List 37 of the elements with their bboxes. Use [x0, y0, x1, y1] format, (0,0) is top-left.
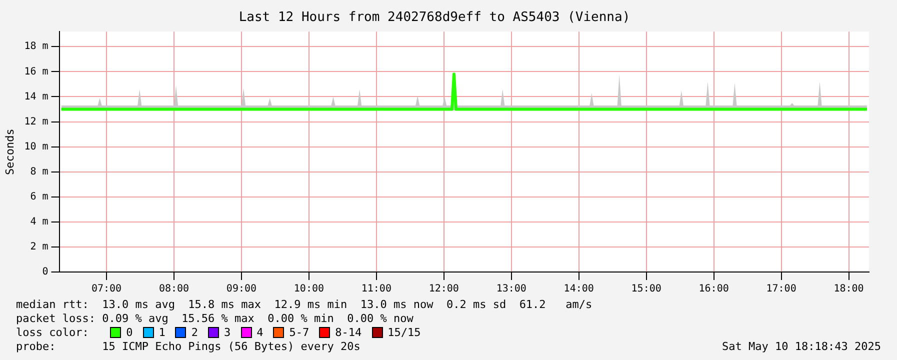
x-tick-label: 12:00	[428, 284, 459, 295]
y-tick-label: 2 m	[30, 242, 48, 253]
legend-label: 15/15	[388, 326, 421, 339]
x-tick-label: 13:00	[496, 284, 526, 295]
legend-label: 8-14	[335, 326, 362, 339]
x-tick-label: 07:00	[91, 284, 122, 295]
x-tick-label: 17:00	[766, 284, 796, 295]
y-tick-label: 6 m	[30, 191, 48, 202]
y-tick-label: 12 m	[24, 116, 48, 128]
legend-label: 2	[191, 326, 198, 339]
legend-label: 5-7	[289, 326, 310, 339]
y-tick-label: 0	[42, 266, 48, 278]
y-tick-label: 10 m	[24, 141, 48, 152]
legend-label: 0	[126, 326, 133, 339]
text: probe: 15 ICMP Echo Pings (56 Bytes) every 20s	[16, 340, 360, 353]
text: packet loss: 0.09 % avg 15.56 % max 0.00 % min 0.00 % now	[16, 312, 414, 325]
legend-label: 3	[224, 326, 231, 339]
x-tick-label: 08:00	[158, 284, 190, 295]
y-tick-label: 4 m	[30, 216, 48, 228]
x-tick-label: 14:00	[564, 284, 594, 295]
text: median rtt: 13.0 ms avg 15.8 ms max 12.9 ms min 13.0 ms now 0.2 ms sd 61.2 am/s	[16, 298, 592, 311]
legend-label: 4	[256, 326, 264, 339]
x-tick-label: 10:00	[294, 284, 324, 295]
y-tick-label: 8 m	[30, 166, 48, 178]
x-tick-label: 09:00	[226, 284, 257, 295]
y-axis-title: Seconds	[3, 128, 16, 175]
text: Sat May 10 18:18:43 2025	[722, 340, 881, 353]
x-tick-label: 15:00	[631, 284, 662, 295]
x-tick-label: 18:00	[834, 284, 864, 295]
x-tick-label: 16:00	[698, 284, 729, 295]
y-tick-label: 18 m	[24, 41, 48, 52]
y-tick-label: 16 m	[24, 66, 48, 78]
y-tick-label: 14 m	[24, 91, 48, 102]
x-tick-label: 11:00	[361, 284, 392, 295]
chart-title: Last 12 Hours from 2402768d9eff to AS5403 (Vienna)	[238, 10, 630, 26]
legend-title: loss color:	[16, 326, 90, 339]
legend-label: 1	[158, 326, 166, 339]
